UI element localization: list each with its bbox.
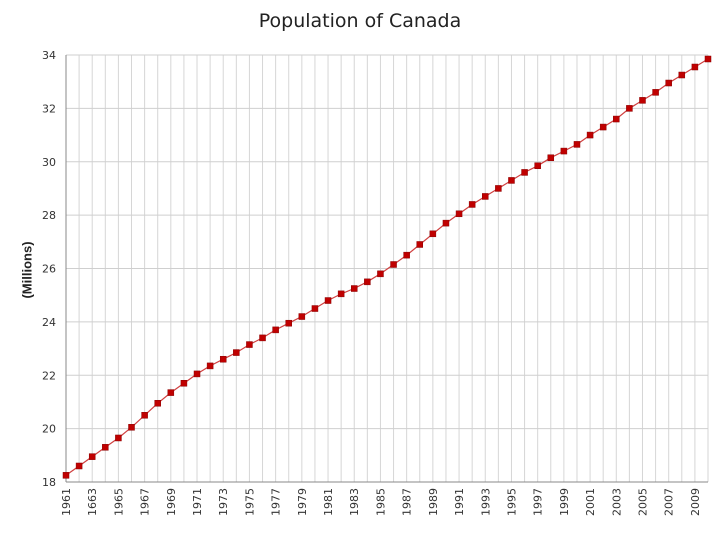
data-point — [154, 400, 161, 407]
data-point — [206, 362, 214, 370]
data-point — [521, 169, 528, 176]
x-tick-label: 1999 — [558, 488, 571, 516]
data-point — [102, 444, 109, 451]
x-tick-label: 2001 — [584, 488, 597, 516]
data-point — [442, 219, 450, 227]
data-point — [180, 380, 188, 387]
x-tick-label: 2005 — [636, 488, 649, 516]
data-point — [128, 424, 135, 431]
data-point — [652, 89, 659, 96]
data-point — [691, 63, 699, 71]
data-point — [403, 251, 410, 259]
data-point — [626, 105, 633, 112]
data-point — [75, 462, 83, 470]
series-population — [62, 55, 712, 479]
x-tick-label: 1991 — [453, 488, 466, 516]
data-point — [599, 123, 607, 131]
x-tick-label: 1965 — [112, 488, 125, 516]
data-point — [285, 319, 292, 327]
y-tick-label: 26 — [42, 263, 56, 276]
y-tick-label: 22 — [42, 369, 56, 382]
y-tick-label: 24 — [42, 316, 56, 329]
data-point — [377, 270, 384, 278]
data-point — [62, 472, 70, 479]
x-tick-labels: 1961 1663 1965 1967 1969 1971 1973 1975 1977 1979… — [60, 488, 702, 516]
data-point — [219, 355, 227, 363]
data-point — [298, 313, 306, 320]
data-point — [167, 389, 175, 396]
data-point — [665, 79, 672, 87]
data-point — [613, 115, 620, 123]
data-point — [390, 261, 397, 268]
series-line — [65, 58, 709, 476]
data-point — [455, 210, 463, 218]
x-tick-label: 2003 — [610, 488, 623, 516]
y-tick-label: 20 — [42, 423, 56, 436]
data-point — [560, 147, 568, 155]
x-tick-label: 1981 — [322, 488, 335, 516]
data-point — [547, 154, 555, 161]
grid — [65, 54, 709, 483]
axes — [65, 55, 708, 483]
x-tick-label: 1971 — [191, 488, 204, 516]
data-point — [429, 230, 437, 238]
data-point — [246, 341, 253, 348]
x-tick-label: 1973 — [217, 488, 230, 516]
data-point — [678, 71, 686, 79]
data-point — [508, 177, 515, 184]
data-point — [259, 334, 266, 342]
data-point — [586, 131, 594, 139]
x-tick-label: 1987 — [401, 488, 414, 516]
data-point — [482, 193, 489, 200]
x-tick-label: 2007 — [663, 488, 676, 516]
y-tick-label: 18 — [42, 476, 56, 489]
data-point — [324, 297, 332, 304]
data-point — [534, 162, 541, 170]
y-tick-label: 30 — [42, 156, 56, 169]
x-tick-label: 1989 — [427, 488, 440, 516]
data-point — [311, 305, 319, 312]
data-point — [468, 201, 476, 208]
data-point — [350, 285, 358, 292]
y-tick-labels: 18 20 22 24 26 28 30 32 34 — [42, 49, 56, 489]
data-point — [416, 241, 424, 248]
data-point — [88, 453, 96, 460]
x-tick-label: 2009 — [689, 488, 702, 516]
data-point — [573, 141, 581, 148]
y-tick-label: 28 — [42, 209, 56, 222]
x-tick-label: 1983 — [348, 488, 361, 516]
x-tick-label: 1985 — [374, 488, 387, 516]
x-tick-label: 1979 — [296, 488, 309, 516]
data-point — [272, 326, 279, 334]
chart-title: Population of Canada — [258, 10, 462, 32]
data-point — [337, 290, 345, 298]
x-tick-label: 1993 — [479, 488, 492, 516]
data-point — [364, 278, 371, 286]
data-point — [193, 370, 201, 378]
data-point — [495, 185, 502, 192]
y-tick-label: 34 — [42, 49, 56, 62]
data-point — [141, 412, 148, 419]
x-tick-label: 1967 — [139, 488, 152, 516]
x-tick-label: 1997 — [532, 488, 545, 516]
data-point — [233, 349, 240, 356]
x-tick-label: 1975 — [243, 488, 256, 516]
x-tick-label: 1663 — [86, 488, 99, 516]
x-tick-label: 1969 — [165, 488, 178, 516]
x-tick-label: 1961 — [60, 488, 73, 516]
data-point — [639, 97, 646, 104]
data-point — [115, 434, 122, 442]
x-tick-label: 1995 — [505, 488, 518, 516]
data-point — [704, 55, 712, 63]
x-tick-label: 1977 — [270, 488, 283, 516]
y-tick-label: 32 — [42, 102, 56, 115]
